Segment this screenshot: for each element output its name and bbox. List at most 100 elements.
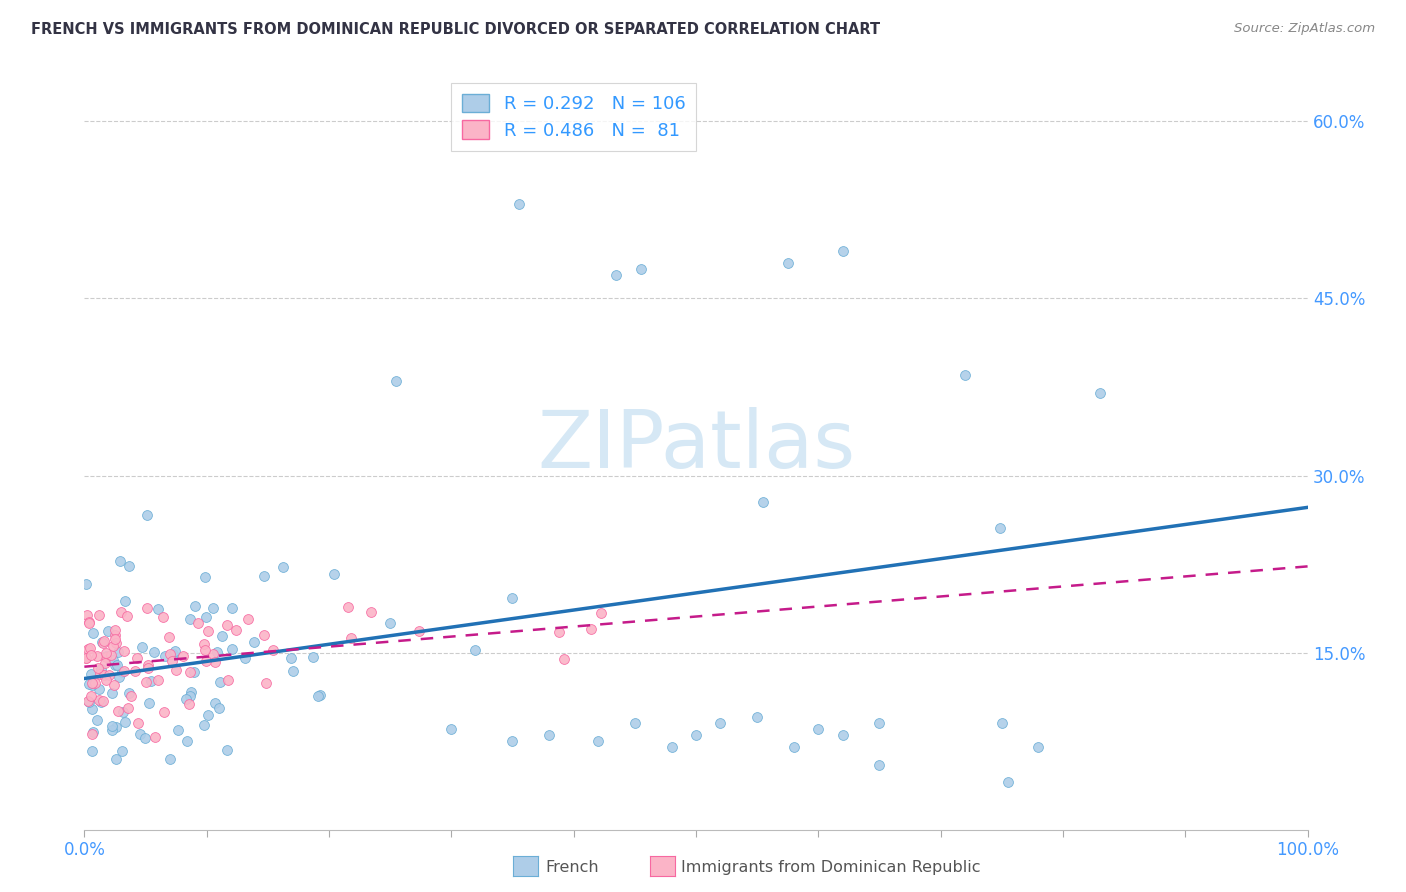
Point: [87, 660, 110, 674]
Point: [90, 662, 112, 676]
Point: [143, 730, 166, 744]
Point: [281, 664, 304, 678]
Point: [1028, 739, 1050, 754]
Point: [89, 693, 111, 707]
Point: [209, 674, 232, 689]
Point: [253, 627, 276, 641]
Point: [108, 669, 131, 683]
Point: [100, 648, 122, 662]
Point: [162, 648, 184, 662]
Point: [172, 649, 194, 664]
Point: [91, 694, 114, 708]
Point: [111, 665, 134, 679]
Text: ZIPatlas: ZIPatlas: [537, 407, 855, 485]
Point: [79, 641, 101, 656]
Point: [685, 728, 707, 742]
Point: [104, 623, 127, 637]
Point: [112, 643, 135, 657]
Point: [80, 727, 103, 741]
Point: [502, 591, 524, 606]
Point: [440, 723, 463, 737]
Point: [783, 739, 806, 754]
Point: [108, 553, 131, 567]
Point: [82, 625, 104, 640]
Point: [75, 577, 97, 591]
Point: [308, 688, 330, 702]
Point: [747, 710, 769, 724]
Point: [236, 612, 259, 626]
Point: [197, 624, 219, 638]
Point: [217, 618, 239, 632]
Point: [105, 658, 128, 673]
Point: [104, 632, 127, 647]
Point: [776, 256, 799, 270]
Point: [120, 689, 142, 703]
Point: [408, 624, 430, 639]
Point: [77, 615, 100, 629]
Point: [84, 676, 107, 690]
Point: [136, 508, 159, 522]
Point: [89, 667, 111, 681]
Point: [202, 601, 225, 615]
Point: [208, 700, 231, 714]
Point: [101, 639, 124, 653]
Point: [385, 374, 408, 388]
Point: [159, 648, 181, 662]
Point: [107, 704, 129, 718]
Point: [159, 752, 181, 766]
Point: [211, 629, 233, 643]
Point: [157, 630, 180, 644]
Point: [77, 642, 100, 657]
Point: [624, 716, 647, 731]
Point: [988, 521, 1011, 535]
Point: [104, 635, 127, 649]
Point: [336, 599, 359, 614]
Point: [146, 673, 169, 688]
Point: [80, 743, 103, 757]
Point: [180, 684, 202, 698]
Point: [179, 689, 201, 703]
Point: [204, 697, 226, 711]
Point: [193, 643, 215, 657]
Point: [77, 695, 100, 709]
Point: [112, 664, 135, 678]
Point: [197, 708, 219, 723]
Point: [205, 645, 228, 659]
Point: [146, 602, 169, 616]
Point: [553, 651, 575, 665]
Point: [153, 705, 176, 719]
Point: [111, 744, 134, 758]
Point: [464, 643, 486, 657]
Point: [323, 567, 346, 582]
Point: [271, 560, 294, 574]
Point: [221, 641, 243, 656]
Point: [193, 718, 215, 732]
Point: [202, 647, 225, 661]
Point: [221, 601, 243, 615]
Point: [243, 635, 266, 649]
Point: [262, 643, 284, 657]
Point: [165, 663, 187, 677]
Point: [82, 702, 104, 716]
Point: [127, 650, 149, 665]
Point: [160, 654, 183, 668]
Point: [87, 607, 110, 622]
Point: [80, 648, 103, 663]
Point: [75, 650, 97, 665]
Point: [589, 606, 612, 620]
Point: [82, 676, 104, 690]
Point: [118, 686, 141, 700]
Point: [508, 197, 530, 211]
Point: [90, 695, 112, 709]
Point: [124, 665, 146, 679]
Point: [152, 610, 174, 624]
Point: [204, 655, 226, 669]
Point: [225, 623, 247, 637]
Point: [709, 716, 731, 731]
Point: [76, 608, 98, 623]
Point: [93, 634, 115, 648]
Point: [991, 716, 1014, 731]
Point: [538, 728, 561, 742]
Point: [630, 262, 652, 277]
Text: French: French: [546, 860, 599, 874]
